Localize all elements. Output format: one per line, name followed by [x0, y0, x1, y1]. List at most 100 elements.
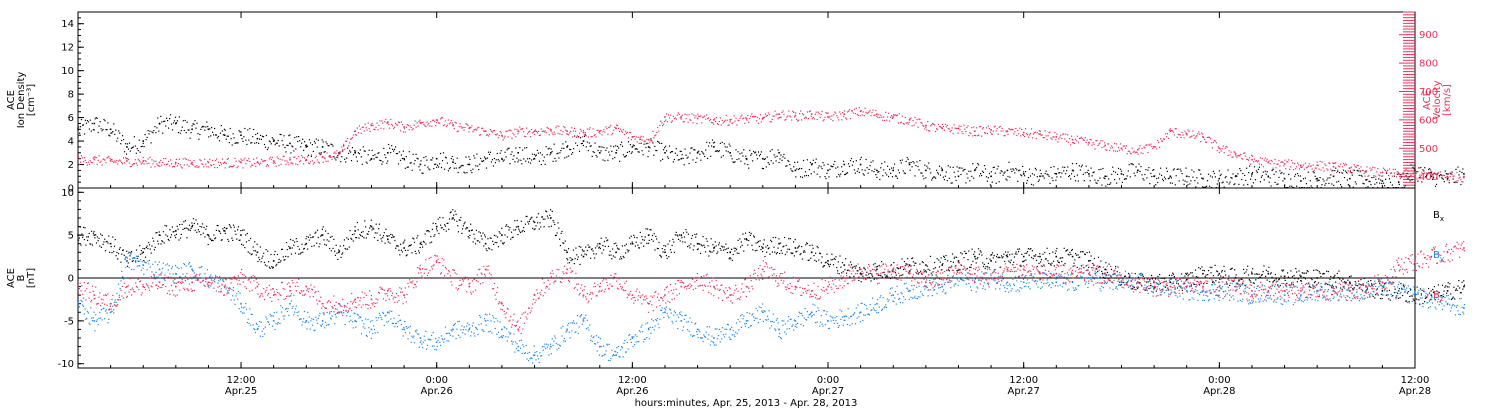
velocity-point [224, 167, 226, 169]
density-point [787, 159, 789, 162]
velocity-point [1257, 160, 1259, 162]
density-point [615, 145, 617, 147]
b-field-point [908, 270, 910, 272]
velocity-point [202, 163, 204, 165]
b-field-point [285, 242, 288, 244]
b-field-point [722, 249, 725, 251]
b-field-point [246, 232, 248, 235]
b-field-point [1329, 278, 1331, 281]
velocity-point [1314, 167, 1316, 169]
density-point [921, 172, 923, 174]
velocity-point [1172, 131, 1174, 133]
b-field-point [435, 228, 438, 230]
velocity-point [1082, 139, 1084, 141]
x-tick-label-date: Apr.27 [812, 386, 844, 397]
velocity-point [686, 114, 688, 116]
velocity-point [287, 162, 289, 164]
b-field-point [153, 240, 155, 242]
b-field-point [168, 239, 170, 241]
b-field-point [735, 248, 738, 251]
velocity-point [226, 158, 228, 160]
b-field-point [1146, 281, 1148, 283]
b-field-point [1459, 287, 1461, 289]
density-point [817, 167, 819, 169]
velocity-point [710, 118, 712, 121]
velocity-point [758, 118, 761, 120]
b-field-point [1379, 282, 1381, 285]
b-field-point [380, 238, 382, 240]
density-point [430, 159, 432, 161]
velocity-point [239, 161, 241, 163]
velocity-point [1029, 133, 1032, 135]
b-field-point [182, 228, 184, 230]
density-point [1402, 173, 1404, 175]
velocity-point [1289, 168, 1291, 170]
density-value-point [1332, 175, 1335, 178]
density-point [970, 170, 972, 172]
b-field-point [1155, 290, 1157, 292]
density-point [169, 118, 171, 120]
b-field-point [1078, 256, 1080, 259]
b-field-point [1009, 262, 1011, 264]
density-point [633, 145, 635, 147]
b-field-point [192, 218, 195, 220]
b-field-point [1127, 281, 1129, 283]
velocity-point [1367, 175, 1369, 178]
b-field-point [1037, 255, 1039, 258]
b-field-point [645, 228, 647, 230]
density-point [901, 159, 903, 161]
velocity-point [917, 126, 919, 128]
density-point [258, 142, 260, 144]
velocity-point [770, 121, 772, 123]
b-field-point [479, 241, 481, 243]
velocity-point [281, 159, 283, 161]
velocity-point [907, 123, 909, 125]
density-point [1218, 170, 1220, 172]
density-point [236, 142, 238, 144]
b-field-point [1421, 289, 1423, 291]
velocity-point [1343, 164, 1346, 166]
b-field-point [703, 244, 705, 246]
b-field-point [483, 245, 485, 247]
density-point [203, 126, 205, 128]
velocity-point [1098, 143, 1100, 145]
velocity-point [220, 163, 222, 165]
b-field-point [657, 248, 659, 250]
b-field-point [256, 243, 258, 245]
density-point [359, 149, 361, 151]
b-field-point [880, 275, 882, 277]
density-point [260, 134, 262, 136]
velocity-point [528, 131, 530, 133]
density-point [923, 178, 925, 180]
density-point [595, 154, 597, 157]
density-point [610, 145, 612, 147]
velocity-point [1020, 135, 1022, 137]
b-field-point [686, 231, 688, 233]
density-value-point [843, 163, 846, 166]
b-field-point [942, 263, 944, 265]
velocity-point [728, 124, 730, 126]
density-point [88, 128, 90, 130]
velocity-value-point [1071, 138, 1074, 141]
density-point [727, 151, 729, 153]
velocity-value-point [272, 160, 275, 162]
density-point [587, 150, 589, 152]
density-point [1272, 169, 1274, 171]
b-field-point [1184, 275, 1186, 277]
b-field-point [118, 248, 120, 250]
b-field-point [551, 210, 553, 212]
density-point [424, 164, 426, 166]
density-point [363, 150, 365, 152]
density-point [296, 136, 298, 138]
density-point [708, 145, 710, 147]
b-field-point [598, 247, 600, 249]
velocity-point [714, 120, 717, 123]
density-value-point [126, 146, 128, 148]
density-point [1103, 177, 1105, 179]
velocity-point [389, 127, 391, 129]
density-point [1213, 172, 1215, 175]
b-field-point [1220, 275, 1222, 277]
density-point [1024, 175, 1026, 177]
velocity-point [125, 158, 128, 160]
density-point [756, 158, 759, 160]
